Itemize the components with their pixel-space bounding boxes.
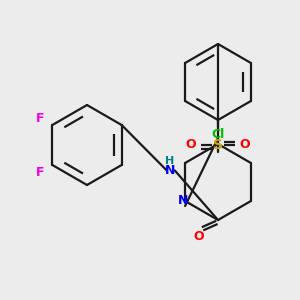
Text: O: O xyxy=(240,139,250,152)
Text: Cl: Cl xyxy=(212,128,225,140)
Text: O: O xyxy=(194,230,204,244)
Text: H: H xyxy=(165,157,174,166)
Text: N: N xyxy=(178,194,188,208)
Text: N: N xyxy=(165,164,175,177)
Text: O: O xyxy=(186,139,196,152)
Text: F: F xyxy=(36,166,44,178)
Text: F: F xyxy=(36,112,44,124)
Text: S: S xyxy=(213,138,223,152)
